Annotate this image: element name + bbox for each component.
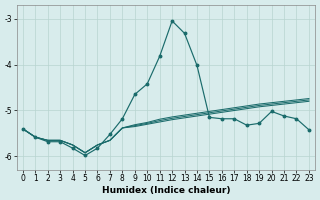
X-axis label: Humidex (Indice chaleur): Humidex (Indice chaleur) [102, 186, 230, 195]
